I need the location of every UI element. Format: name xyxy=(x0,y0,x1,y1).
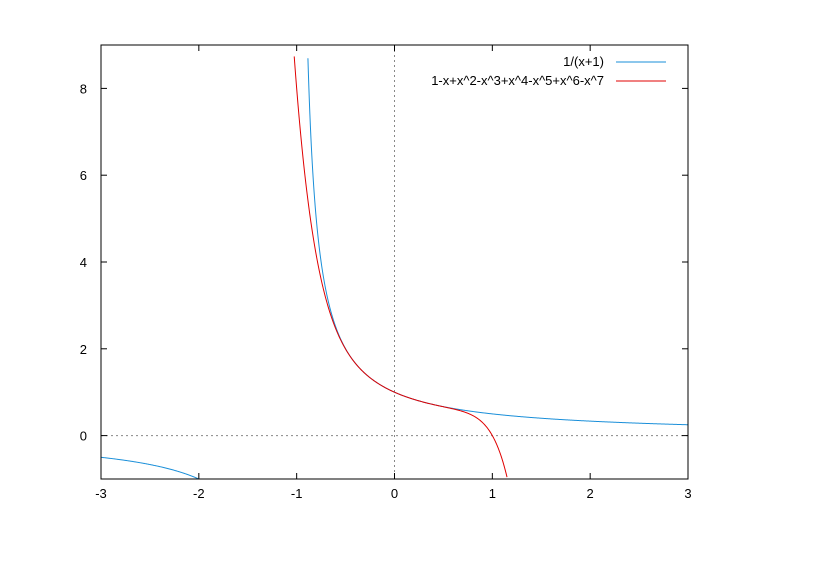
x-tick-label: 0 xyxy=(391,486,398,501)
legend-label: 1/(x+1) xyxy=(563,54,604,69)
legend: 1/(x+1) 1-x+x^2-x^3+x^4-x^5+x^6-x^7 xyxy=(431,54,666,88)
series-2-line xyxy=(293,56,508,478)
y-tick-label: 4 xyxy=(80,255,87,270)
x-tick-label: 2 xyxy=(587,486,594,501)
x-tick-label: -1 xyxy=(291,486,303,501)
x-tick-label: 1 xyxy=(489,486,496,501)
legend-label: 1-x+x^2-x^3+x^4-x^5+x^6-x^7 xyxy=(431,73,604,88)
tick-labels: -3 -2 -1 0 1 2 3 0 2 4 6 8 xyxy=(80,81,692,501)
series-1-line xyxy=(307,58,689,426)
zero-axis-lines xyxy=(101,45,688,479)
y-tick-label: 2 xyxy=(80,342,87,357)
x-tick-label: 3 xyxy=(684,486,691,501)
y-tick-label: 6 xyxy=(80,168,87,183)
series-curves xyxy=(100,56,689,480)
y-tick-label: 8 xyxy=(80,81,87,96)
x-tick-label: -2 xyxy=(193,486,205,501)
y-tick-label: 0 xyxy=(80,429,87,444)
x-tick-label: -3 xyxy=(95,486,107,501)
series-1-line xyxy=(100,456,200,480)
plot-frame xyxy=(100,44,689,480)
